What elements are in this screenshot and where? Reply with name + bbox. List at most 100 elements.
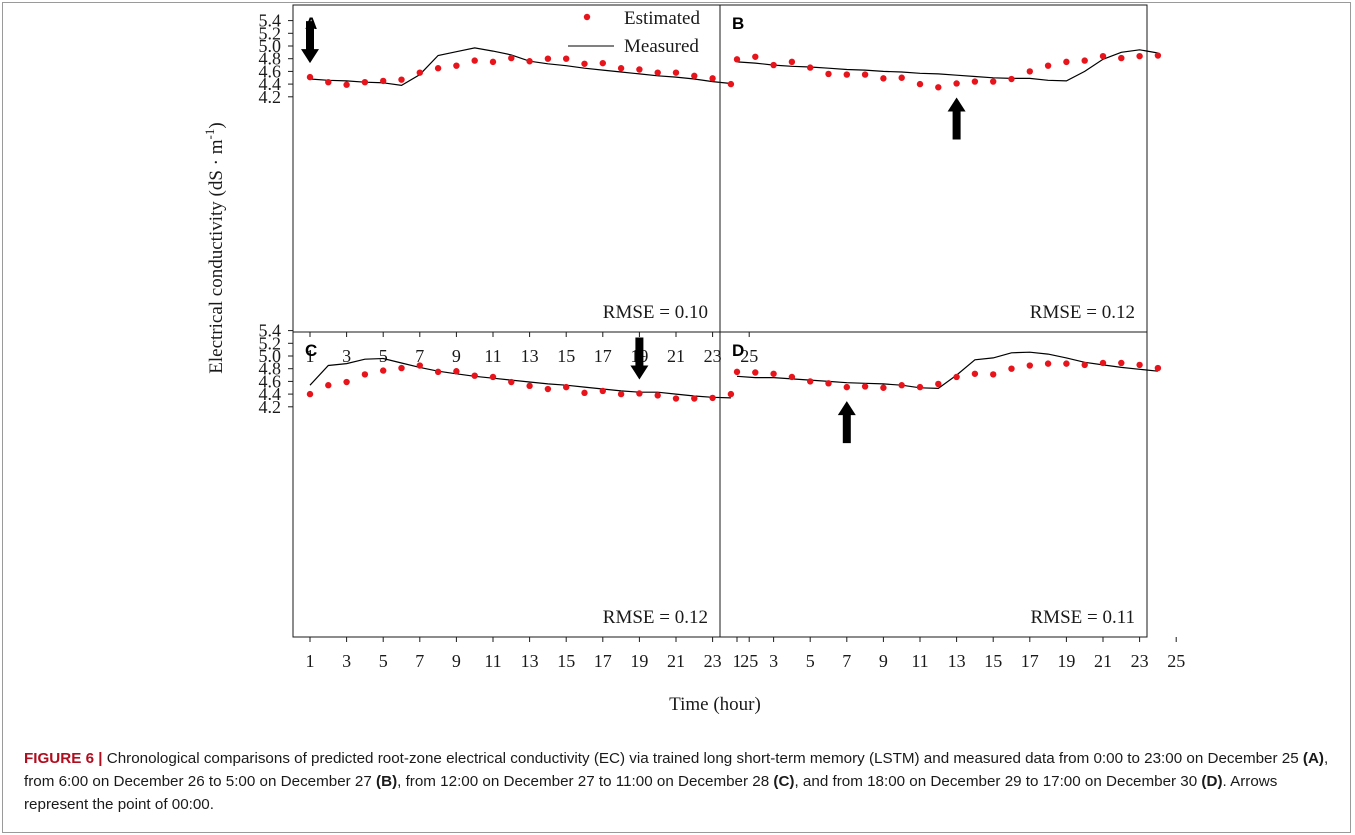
panel-b-estimated-point: [861, 71, 869, 78]
panel-d-estimated-point: [898, 382, 905, 389]
panel-c-ytick-label: 4.8: [259, 359, 282, 379]
panel-b-estimated-point: [971, 78, 979, 85]
panel-b-estimated-point: [898, 74, 905, 81]
panel-d-estimated-point: [1099, 359, 1107, 367]
panel-c-estimated-point: [398, 364, 405, 372]
panel-d-xtick-label: 25: [1167, 651, 1185, 671]
caption-panel-a-ref: (A): [1302, 750, 1324, 767]
panel-d-xtick-label: 13: [948, 651, 966, 671]
panel-b-estimated-point: [1026, 68, 1034, 75]
figure-caption: FIGURE 6 | Chronological comparisons of …: [24, 747, 1334, 816]
panel-b-estimated-point: [1063, 58, 1070, 66]
panel-d-estimated-point: [1154, 364, 1162, 372]
panel-d-estimated-point: [825, 380, 832, 387]
panel-b-estimated-point: [1099, 52, 1107, 60]
panel-d-xtick-label: 1: [733, 651, 742, 671]
panel-a-xtick-label: 7: [415, 346, 424, 366]
panel-d-estimated-point: [861, 383, 869, 390]
panel-c-label: C: [305, 341, 317, 360]
panel-a-estimated-point: [471, 57, 478, 64]
panel-c-xtick-label: 11: [484, 651, 501, 671]
legend-estimated-marker: [583, 13, 591, 21]
panel-a-estimated-point: [343, 81, 350, 88]
panel-d-xtick-label: 17: [1021, 651, 1039, 671]
panel-d-measured-line: [736, 351, 1158, 390]
panel-a-ytick-label: 4.8: [259, 49, 282, 69]
panel-a-ytick-label: 5.2: [259, 23, 282, 43]
panel-c-xtick-label: 17: [594, 651, 612, 671]
panel-c-xtick-label: 23: [704, 651, 722, 671]
panel-b-midnight-arrow: [947, 97, 966, 140]
panel-c-estimated-point: [380, 367, 387, 374]
panel-a-xtick-label: 11: [484, 346, 501, 366]
panel-c-ytick-label: 4.6: [259, 371, 282, 391]
panel-d-estimated-point: [1081, 361, 1088, 369]
panel-d-xtick-label: 11: [911, 651, 928, 671]
panel-b-estimated-point: [1081, 57, 1088, 64]
panel-a-estimated-point: [672, 69, 680, 76]
panel-d-estimated-point: [953, 373, 960, 381]
panel-a-estimated-point: [526, 58, 533, 65]
caption-text-2: , from 6:00 on December 26 to 5:00 on De…: [24, 750, 1329, 790]
panel-d-estimated-point: [916, 383, 924, 391]
panel-c-xtick-label: 21: [667, 651, 685, 671]
panel-a-midnight-arrow: [301, 21, 319, 64]
panel-d-estimated-point: [843, 383, 850, 391]
panel-c-estimated-point: [416, 362, 423, 369]
panel-d-estimated-point: [788, 373, 796, 381]
caption-text-4: , and from 18:00 on December 29 to 17:00…: [794, 773, 1202, 790]
caption-text-3: , from 12:00 on December 27 to 11:00 on …: [397, 773, 774, 790]
panel-b-estimated-point: [770, 61, 777, 69]
panel-a-estimated-point: [361, 78, 369, 86]
panel-b-frame: [719, 4, 1148, 333]
caption-figure-label: FIGURE 6 |: [24, 750, 103, 767]
panel-a-rmse-annotation: RMSE = 0.10: [603, 302, 708, 323]
caption-text-1: Chronological comparisons of predicted r…: [102, 750, 1303, 767]
panel-b-label: B: [732, 14, 744, 33]
panel-d-estimated-point: [1136, 361, 1143, 369]
panel-c-estimated-point: [709, 394, 716, 402]
panel-a-xtick-label: 13: [521, 346, 539, 366]
panel-c-estimated-point: [343, 378, 350, 386]
panel-b-estimated-point: [953, 80, 960, 87]
panel-a-ytick-label: 4.4: [259, 74, 282, 94]
panel-d-xtick-label: 3: [769, 651, 778, 671]
panel-c-estimated-point: [563, 383, 570, 391]
legend-measured-label: Measured: [624, 36, 699, 57]
panel-d-estimated-point: [752, 369, 759, 376]
panel-d-estimated-point: [1044, 360, 1052, 367]
panel-a-xtick-label: 25: [740, 346, 758, 366]
panel-b-estimated-point: [916, 80, 924, 88]
panel-b-estimated-point: [733, 56, 741, 63]
panel-c-xtick-label: 25: [740, 651, 758, 671]
panel-c-estimated-point: [306, 390, 314, 398]
panel-c-frame: [292, 331, 721, 638]
panel-c: C4.24.44.64.85.05.25.41 3 5 7 9 11 13 15 17 19 21 2…: [259, 321, 759, 671]
panel-c-estimated-point: [727, 390, 735, 398]
legend: Estimated Measured: [568, 8, 700, 57]
panel-c-measured-line: [309, 357, 731, 399]
panel-d-estimated-point: [990, 371, 997, 378]
panel-d-estimated-point: [807, 378, 814, 385]
panel-c-ytick-label: 4.2: [259, 397, 282, 417]
panel-c-estimated-point: [654, 392, 661, 399]
panel-c-rmse-annotation: RMSE = 0.12: [603, 607, 708, 628]
panel-b-rmse-annotation: RMSE = 0.12: [1030, 302, 1135, 323]
panel-b-estimated-point: [807, 64, 814, 71]
panel-c-estimated-point: [581, 389, 588, 397]
x-axis-label: Time (hour): [669, 694, 761, 715]
panel-d-xtick-label: 15: [984, 651, 1002, 671]
panel-b-estimated-point: [935, 84, 942, 91]
panel-a-estimated-point: [654, 69, 661, 76]
panel-d-estimated-point: [1008, 365, 1015, 372]
panel-c-xtick-label: 13: [521, 651, 539, 671]
panel-d-estimated-point: [733, 368, 741, 376]
panel-d-estimated-point: [971, 370, 979, 377]
panel-c-estimated-point: [508, 378, 515, 386]
panel-a-estimated-point: [325, 78, 332, 86]
panel-a-estimated-point: [563, 55, 570, 62]
panel-a-ytick-label: 5.0: [259, 36, 282, 56]
panel-b-estimated-point: [880, 75, 887, 82]
